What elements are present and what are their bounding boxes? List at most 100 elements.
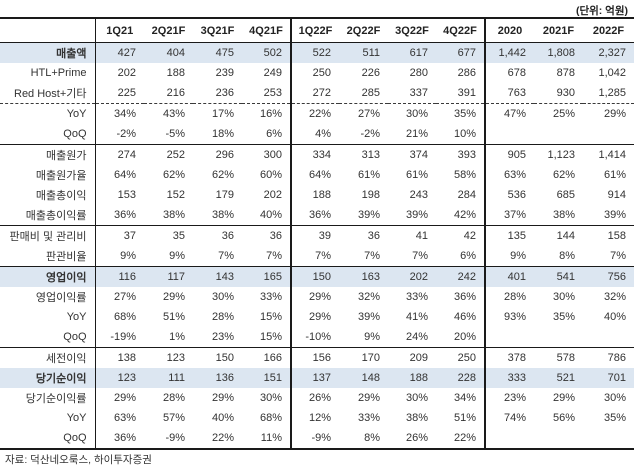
value-cell: 29% [308,291,331,303]
value-cell: 32% [357,291,380,303]
value-cell: 678 [507,67,526,79]
column-header: 4Q21F [242,18,292,43]
table-row: HTL+Prime 202 188 239 249 250 226 280 286 678 878 1… [0,63,634,83]
value-cell: 179 [215,189,234,201]
value-cell: 274 [117,149,136,161]
value-cell: 28% [503,291,526,303]
value-cell: 198 [361,189,380,201]
table-row: 판관비율 9% 9% 7% 7% 7% 7% 7% 6% 9% 8% 7% [0,246,634,267]
value-cell: -10% [291,327,339,348]
value-cell: 151 [242,368,292,388]
value-cell: 11% [242,428,292,449]
value-cell: 37% [485,205,534,226]
value-cell: 27% [357,108,380,120]
value-cell: 15% [242,307,292,327]
value-cell: 43% [162,108,185,120]
value-cell: 23% [193,327,242,348]
value-cell: 1,414 [598,149,626,161]
value-cell: 7% [339,246,388,267]
value-cell: 41 [415,230,428,242]
value-cell: 763 [485,83,534,104]
value-cell: 37 [123,230,136,242]
column-header: 2020 [485,18,534,43]
value-cell: 7% [388,246,436,267]
value-cell: 252 [166,149,185,161]
value-cell: 21% [388,124,436,145]
value-cell: 391 [436,83,486,104]
value-cell: 374 [409,149,428,161]
value-cell: 135 [507,230,526,242]
value-cell [485,124,534,145]
value-cell: 284 [436,185,486,205]
value-cell: 165 [242,266,292,287]
value-cell: 35 [172,230,185,242]
value-cell: -2% [339,124,388,145]
value-cell: 30% [242,388,292,408]
value-cell: 38% [534,205,583,226]
table-row: 당기순이익 123 111 136 151 137 148 188 228 333 521 701 [0,368,634,388]
value-cell: 116 [95,266,144,287]
column-header: 1Q22F [291,18,339,43]
value-cell: 144 [556,230,575,242]
value-cell: 33% [357,412,380,424]
value-cell: 63% [113,412,136,424]
value-cell: 285 [339,83,388,104]
value-cell: 22% [436,428,486,449]
row-label: 매출원가율 [0,165,96,185]
table-row: 세전이익 138 123 150 166 156 170 209 250 378 578 786 [0,347,634,368]
value-cell: 9% [339,327,388,348]
value-cell: 36% [95,205,144,226]
value-cell: 111 [144,368,193,388]
table-head: 1Q21 2Q21F 3Q21F 4Q21F 1Q22F 2Q22F 3Q22F 4Q22F 2… [0,18,634,43]
value-cell: 138 [117,352,136,364]
row-label: 판관비율 [0,246,96,267]
value-cell: 8% [364,432,380,444]
value-cell: 136 [193,368,242,388]
value-cell: 202 [388,266,436,287]
value-cell: 34% [436,388,486,408]
value-cell: 272 [291,83,339,104]
value-cell: 56% [552,412,575,424]
row-label: 영업이익률 [0,287,96,307]
row-label: YoY [0,408,96,428]
row-label: 매출총이익 [0,185,96,205]
table-row: YoY 68% 51% 28% 15% 29% 39% 41% 46% 93% 35% 40% [0,307,634,327]
value-cell: 15% [242,327,292,348]
table-row: 영업이익률 27% 29% 30% 33% 29% 32% 33% 36% 28% 30% 32% [0,287,634,307]
value-cell: 30% [552,291,575,303]
value-cell: 29% [113,392,136,404]
value-cell: 156 [312,352,331,364]
table-row: YoY 34% 43% 17% 16% 22% 27% 30% 35% 47% 25% 29% [0,103,634,124]
financial-table: 1Q21 2Q21F 3Q21F 4Q21F 1Q22F 2Q22F 3Q22F 4Q22F 2… [0,17,634,450]
value-cell: 158 [607,230,626,242]
value-cell: 6% [436,246,486,267]
table-row: 매출원가율 64% 62% 62% 60% 64% 61% 61% 58% 63% 62% 61% [0,165,634,185]
table-row: QoQ -19% 1% 23% 15% -10% 9% 24% 20% [0,327,634,348]
value-cell: 30% [211,291,234,303]
column-header: 2Q21F [144,18,193,43]
value-cell: 202 [242,185,292,205]
value-cell: 296 [215,149,234,161]
table-row: QoQ 36% -9% 22% 11% -9% 8% 26% 22% [0,428,634,449]
value-cell: -9% [165,432,185,444]
value-cell: 7% [291,246,339,267]
value-cell: 29% [162,291,185,303]
source-note: 자료: 덕산네오룩스, 하이투자증권 [5,454,152,466]
value-cell: 41% [405,311,428,323]
value-cell: 28% [211,311,234,323]
row-label: 매출원가 [0,144,96,165]
value-cell: 536 [507,189,526,201]
value-cell: 242 [436,266,486,287]
value-cell: 29% [603,108,626,120]
value-cell: 225 [95,83,144,104]
value-cell: 253 [242,83,292,104]
value-cell: -2% [95,124,144,145]
column-header: 2022F [583,18,634,43]
value-cell: 401 [485,266,534,287]
value-cell: 39% [339,205,388,226]
table-row: 매출총이익률 36% 38% 38% 40% 36% 39% 39% 42% 37% 38% 39% [0,205,634,226]
row-label: 당기순이익 [0,368,96,388]
value-cell: 148 [339,368,388,388]
value-cell: 10% [436,124,486,145]
value-cell: 521 [534,368,583,388]
